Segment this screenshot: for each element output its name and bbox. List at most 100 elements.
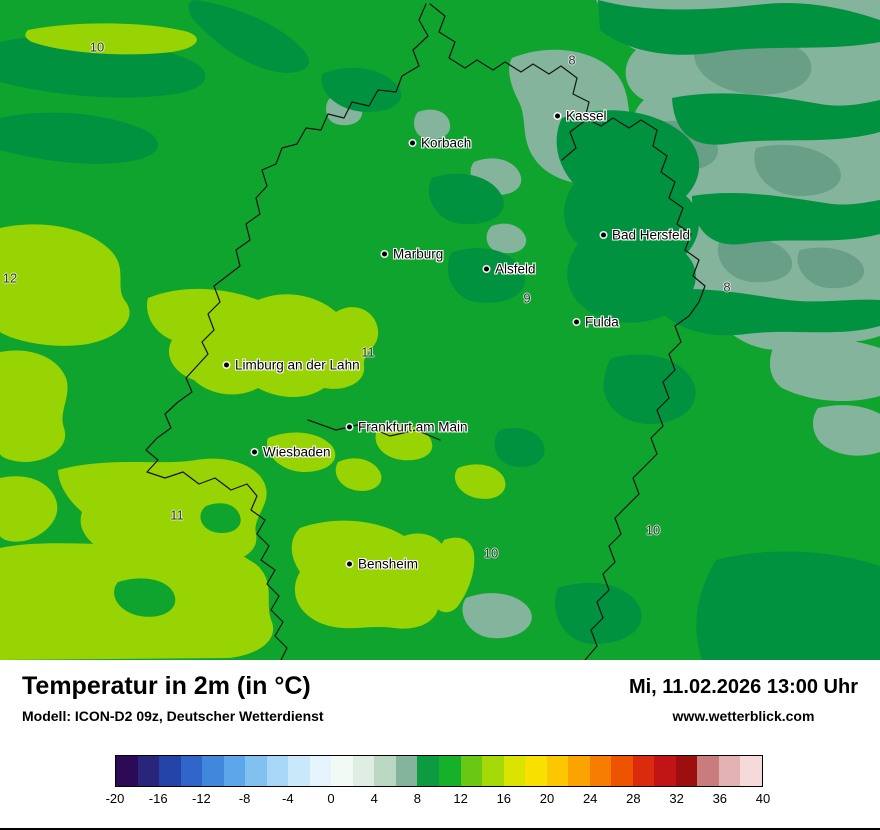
page-title: Temperatur in 2m (in °C): [22, 672, 311, 700]
temp-value: 10: [645, 522, 661, 538]
colorbar-tick-label: -16: [148, 791, 168, 806]
city-dot-icon: [410, 140, 415, 146]
city-marker-marburg: Marburg: [382, 247, 443, 262]
forecast-datetime: Mi, 11.02.2026 13:00 Uhr: [628, 676, 858, 698]
colorbar-tick-label: 12: [453, 791, 468, 806]
state-borders: [145, 3, 706, 660]
colorbar-cell: [309, 756, 332, 786]
temp-value: 11: [170, 507, 184, 523]
colorbar-tick-label: 8: [413, 791, 422, 806]
color-scale: -20 -16 -12 -8 -4 0 4 8 12 16 20 24 28 32 36 40: [106, 755, 771, 809]
city-marker-bensheim: Bensheim: [347, 557, 418, 572]
temp-value: 8: [723, 279, 731, 295]
city-label: Korbach: [421, 135, 472, 151]
colorbar-cell: [116, 756, 138, 786]
city-dot-icon: [382, 251, 387, 257]
weather-map: Kassel Korbach Bad Hersfeld Marburg Alsf…: [0, 0, 880, 660]
city-dot-icon: [224, 362, 229, 368]
city-label: Frankfurt am Main: [358, 419, 468, 435]
city-marker-bad-hersfeld: Bad Hersfeld: [601, 228, 690, 243]
temp-value: 12: [2, 270, 18, 286]
border-inner-north: [561, 119, 587, 161]
colorbar-tick-label: -8: [238, 791, 251, 806]
colorbar-tick-label: 32: [669, 791, 684, 806]
colorbar-tick-label: 28: [626, 791, 641, 806]
colorbar-cell: [568, 756, 590, 786]
colorbar-cell: [718, 756, 741, 786]
city-marker-kassel: Kassel: [555, 109, 607, 124]
colorbar-cell: [223, 756, 246, 786]
city-label: Kassel: [566, 108, 607, 124]
colorbar-cell: [632, 756, 655, 786]
footer-right: Mi, 11.02.2026 13:00 Uhr www.wetterblick…: [629, 673, 858, 724]
colorbar-tick-label: 0: [327, 791, 335, 806]
footer-left: Temperatur in 2m (in °C) Modell: ICON-D2…: [22, 672, 324, 724]
colorbar-cell: [589, 756, 612, 786]
colorbar-tick-label: 4: [370, 791, 378, 806]
border-west: [145, 3, 429, 660]
city-dot-icon: [601, 232, 606, 238]
colorbar-cell: [525, 756, 547, 786]
city-marker-korbach: Korbach: [410, 136, 471, 151]
city-marker-frankfurt: Frankfurt am Main: [347, 420, 468, 435]
colorbar-cell: [266, 756, 289, 786]
colorbar-tick-label: 40: [755, 791, 771, 806]
city-dot-icon: [484, 266, 489, 272]
temp-value: 9: [523, 290, 531, 306]
colorbar-cell: [740, 756, 762, 786]
temp-value: 8: [568, 52, 576, 68]
border-inner-south: [307, 419, 441, 441]
colorbar-tick-label: -12: [191, 791, 211, 806]
colorbar-cell: [417, 756, 439, 786]
colorbar-cell: [288, 756, 310, 786]
temp-value: 10: [89, 39, 105, 55]
colorbar-cell: [611, 756, 633, 786]
city-dot-icon: [574, 319, 579, 325]
colorbar-cell: [245, 756, 267, 786]
colorbar-cell: [374, 756, 396, 786]
city-label: Bad Hersfeld: [612, 227, 691, 243]
colorbar-cell: [438, 756, 461, 786]
model-info: Modell: ICON-D2 09z, Deutscher Wetterdie…: [22, 707, 324, 724]
city-label: Fulda: [585, 314, 619, 330]
city-label: Marburg: [393, 246, 444, 262]
city-marker-limburg: Limburg an der Lahn: [224, 358, 360, 373]
website-label: www.wetterblick.com: [672, 708, 815, 724]
city-label: Bensheim: [358, 556, 419, 572]
colorbar-cell: [180, 756, 203, 786]
city-label: Limburg an der Lahn: [235, 357, 360, 373]
colorbar-cell: [482, 756, 504, 786]
colorbar-cell: [395, 756, 418, 786]
colorbar-ticks: -20 -16 -12 -8 -4 0 4 8 12 16 20 24 28 32 36 40: [106, 791, 771, 809]
colorbar-cell: [503, 756, 526, 786]
temp-value: 10: [483, 545, 499, 561]
city-label: Alsfeld: [495, 261, 536, 277]
colorbar-cell: [331, 756, 353, 786]
city-marker-wiesbaden: Wiesbaden: [252, 445, 331, 460]
city-marker-fulda: Fulda: [574, 315, 619, 330]
info-panel: Temperatur in 2m (in °C) Modell: ICON-D2…: [0, 660, 880, 830]
temperature-map-graphic: [0, 0, 880, 660]
colorbar-tick-label: -4: [282, 791, 294, 806]
region-dark-green-patches: [0, 0, 880, 660]
city-dot-icon: [555, 113, 560, 119]
colorbar-cell: [654, 756, 676, 786]
city-dot-icon: [252, 449, 257, 455]
colorbar-cell: [352, 756, 375, 786]
border-east: [429, 3, 706, 660]
city-dot-icon: [347, 424, 352, 430]
colorbar-cell: [697, 756, 719, 786]
city-marker-alsfeld: Alsfeld: [484, 262, 536, 277]
temp-value: 11: [361, 344, 375, 360]
colorbar-tick-label: 16: [496, 791, 512, 806]
footer-text-row: Temperatur in 2m (in °C) Modell: ICON-D2…: [0, 660, 880, 724]
colorbar-tick-label: 36: [712, 791, 728, 806]
colorbar-cell: [202, 756, 224, 786]
city-label: Wiesbaden: [263, 444, 331, 460]
colorbar-cell: [159, 756, 181, 786]
colorbar-tick-label: -20: [105, 791, 125, 806]
colorbar-cell: [137, 756, 160, 786]
colorbar: [115, 755, 763, 787]
region-green-holes: [114, 503, 241, 617]
